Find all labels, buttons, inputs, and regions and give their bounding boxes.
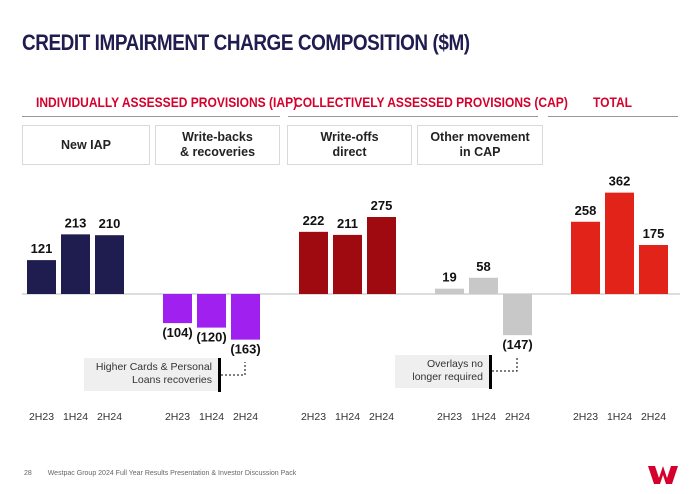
bar-1-2h24 (95, 235, 124, 294)
bar-4-2h24 (503, 294, 532, 336)
section-total-divider (548, 116, 678, 117)
bar-value-label: 213 (65, 215, 87, 230)
note-cap-marker (489, 355, 492, 389)
page-title: CREDIT IMPAIRMENT CHARGE COMPOSITION ($M… (22, 30, 470, 55)
x-tick-label: 1H24 (335, 411, 360, 423)
x-tick-label: 2H23 (573, 411, 598, 423)
footer: 28 Westpac Group 2024 Full Year Results … (24, 470, 296, 477)
x-tick-label: 2H24 (369, 411, 394, 423)
note-line: Loans recoveries (132, 374, 212, 386)
bar-value-label: 362 (609, 174, 631, 189)
section-iap-divider (22, 116, 280, 117)
category-line: Write-offs (320, 130, 379, 144)
x-tick-label: 2H23 (29, 411, 54, 423)
section-iap-label: INDIVIDUALLY ASSESSED PROVISIONS (IAP) (36, 94, 298, 110)
category-line: Write-backs (182, 130, 253, 144)
bar-value-label: 175 (643, 226, 665, 241)
bar-3-2h23 (299, 231, 328, 294)
bar-value-label: 258 (575, 203, 597, 218)
bar-4-1h24 (469, 277, 498, 294)
bar-4-2h23 (435, 288, 464, 294)
bar-value-label: 210 (99, 216, 121, 231)
bar-2-2h24 (231, 294, 260, 340)
x-tick-label: 1H24 (199, 411, 224, 423)
x-tick-label: 2H23 (301, 411, 326, 423)
section-cap-label: COLLECTIVELY ASSESSED PROVISIONS (CAP) (294, 94, 568, 110)
x-tick-label: 2H24 (233, 411, 258, 423)
bar-2-1h24 (197, 294, 226, 328)
bar-5-2h24 (639, 245, 668, 294)
category-line: & recoveries (179, 145, 256, 159)
bar-value-label: 121 (31, 241, 53, 256)
category-line: direct (332, 145, 367, 159)
bar-value-label: (104) (162, 325, 192, 340)
category-write-offs: Write-offs direct (287, 125, 412, 165)
bar-2-2h23 (163, 294, 192, 324)
bar-3-2h24 (367, 217, 396, 294)
note-line: Overlays no (426, 358, 483, 370)
page-number: 28 (24, 470, 32, 477)
bar-3-1h24 (333, 234, 362, 294)
x-tick-label: 2H24 (97, 411, 122, 423)
section-total-label: TOTAL (593, 94, 633, 110)
bar-1-2h23 (27, 260, 56, 294)
x-tick-label: 2H23 (165, 411, 190, 423)
x-tick-label: 1H24 (471, 411, 496, 423)
bar-5-1h24 (605, 192, 634, 294)
note-line: longer required (412, 371, 483, 383)
westpac-logo (648, 466, 678, 484)
note-iap-connector (221, 362, 246, 376)
x-tick-label: 2H24 (641, 411, 666, 423)
category-line: New IAP (60, 137, 111, 152)
note-cap-overlays: Overlays no longer required (395, 355, 489, 388)
category-other-cap: Other movement in CAP (417, 125, 543, 165)
x-tick-label: 2H23 (437, 411, 462, 423)
note-line: Higher Cards & Personal (95, 361, 212, 373)
bar-value-label: 211 (337, 216, 358, 231)
bar-1-1h24 (61, 234, 90, 294)
section-cap-divider (288, 116, 538, 117)
footer-text: Westpac Group 2024 Full Year Results Pre… (47, 470, 297, 477)
bar-value-label: (147) (502, 337, 532, 352)
bar-value-label: 19 (442, 270, 456, 285)
bar-value-label: 222 (303, 213, 325, 228)
note-cap-connector (492, 358, 518, 372)
category-line: in CAP (459, 145, 501, 159)
bar-value-label: (163) (230, 342, 260, 357)
note-iap-marker (218, 358, 221, 392)
x-tick-label: 1H24 (607, 411, 632, 423)
category-line: Other movement (430, 130, 530, 144)
bar-value-label: 275 (371, 198, 393, 213)
bar-value-label: (120) (196, 330, 226, 345)
category-new-iap: New IAP (22, 125, 150, 165)
bar-value-label: 58 (476, 259, 490, 274)
note-iap-recoveries: Higher Cards & Personal Loans recoveries (84, 358, 218, 391)
x-tick-label: 2H24 (505, 411, 530, 423)
x-tick-label: 1H24 (63, 411, 88, 423)
bar-5-2h23 (571, 221, 600, 294)
category-write-backs: Write-backs & recoveries (155, 125, 280, 165)
